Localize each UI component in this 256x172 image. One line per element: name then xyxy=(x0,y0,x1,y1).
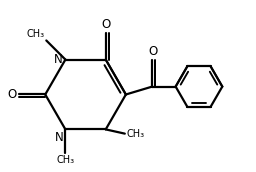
Text: CH₃: CH₃ xyxy=(56,155,74,165)
Text: N: N xyxy=(54,53,63,66)
Text: CH₃: CH₃ xyxy=(126,129,145,139)
Text: O: O xyxy=(148,45,158,58)
Text: CH₃: CH₃ xyxy=(26,29,44,39)
Text: O: O xyxy=(7,88,16,101)
Text: O: O xyxy=(101,18,110,31)
Text: N: N xyxy=(55,131,64,144)
